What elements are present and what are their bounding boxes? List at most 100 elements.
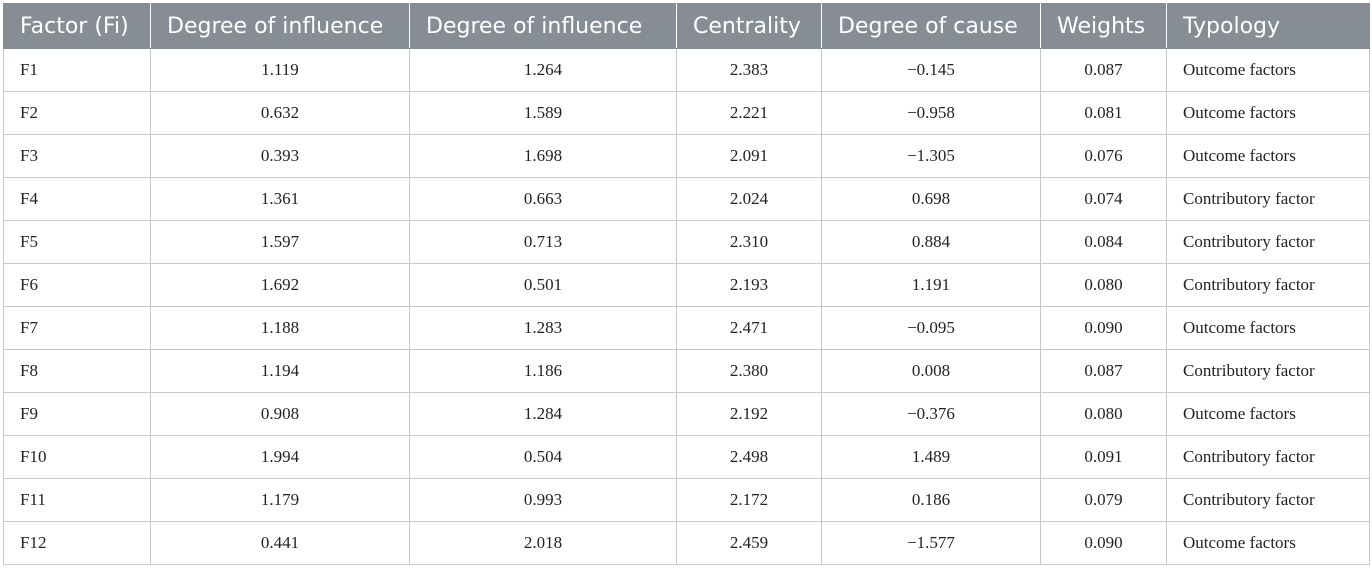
cell-influence-1: 0.908 [150,392,410,436]
table-row: F3 0.393 1.698 2.091 −1.305 0.076 Outcome fact… [3,134,1370,178]
cell-centrality: 2.193 [676,263,822,307]
cell-typology: Outcome factors [1166,91,1370,135]
cell-degree-of-cause: 0.884 [821,220,1041,264]
cell-weights: 0.080 [1040,263,1167,307]
cell-typology: Contributory factor [1166,349,1370,393]
table-row: F7 1.188 1.283 2.471 −0.095 0.090 Outcome fact… [3,306,1370,350]
cell-centrality: 2.498 [676,435,822,479]
table-row: F9 0.908 1.284 2.192 −0.376 0.080 Outcome fact… [3,392,1370,436]
cell-typology: Contributory factor [1166,263,1370,307]
cell-factor: F11 [3,478,151,522]
table-row: F10 1.994 0.504 2.498 1.489 0.091 Contributory… [3,435,1370,479]
cell-factor: F10 [3,435,151,479]
cell-typology: Outcome factors [1166,306,1370,350]
cell-influence-2: 0.501 [409,263,677,307]
cell-factor: F6 [3,263,151,307]
cell-influence-2: 0.993 [409,478,677,522]
cell-factor: F8 [3,349,151,393]
cell-centrality: 2.380 [676,349,822,393]
cell-factor: F7 [3,306,151,350]
table-row: F2 0.632 1.589 2.221 −0.958 0.081 Outcome fact… [3,91,1370,135]
table-row: F6 1.692 0.501 2.193 1.191 0.080 Contributory … [3,263,1370,307]
table-body: F1 1.119 1.264 2.383 −0.145 0.087 Outcome fact… [3,48,1370,565]
cell-typology: Outcome factors [1166,134,1370,178]
cell-centrality: 2.024 [676,177,822,221]
factor-table: Factor (Fi) Degree of influence Degree o… [3,3,1370,565]
cell-degree-of-cause: 0.186 [821,478,1041,522]
cell-centrality: 2.192 [676,392,822,436]
cell-typology: Outcome factors [1166,392,1370,436]
cell-weights: 0.084 [1040,220,1167,264]
cell-influence-2: 2.018 [409,521,677,565]
cell-weights: 0.081 [1040,91,1167,135]
cell-influence-2: 0.713 [409,220,677,264]
cell-centrality: 2.459 [676,521,822,565]
cell-degree-of-cause: −0.376 [821,392,1041,436]
cell-degree-of-cause: 1.191 [821,263,1041,307]
cell-factor: F4 [3,177,151,221]
cell-influence-2: 0.504 [409,435,677,479]
cell-influence-2: 1.283 [409,306,677,350]
cell-centrality: 2.221 [676,91,822,135]
cell-centrality: 2.471 [676,306,822,350]
cell-weights: 0.076 [1040,134,1167,178]
cell-typology: Contributory factor [1166,177,1370,221]
cell-degree-of-cause: 0.698 [821,177,1041,221]
cell-factor: F5 [3,220,151,264]
header-weights: Weights [1040,3,1167,49]
cell-typology: Outcome factors [1166,521,1370,565]
cell-influence-1: 0.632 [150,91,410,135]
cell-degree-of-cause: −1.577 [821,521,1041,565]
cell-influence-2: 1.698 [409,134,677,178]
table-row: F1 1.119 1.264 2.383 −0.145 0.087 Outcome fact… [3,48,1370,92]
factor-table-container: Factor (Fi) Degree of influence Degree o… [3,3,1370,565]
cell-typology: Contributory factor [1166,478,1370,522]
cell-weights: 0.087 [1040,349,1167,393]
table-row: F12 0.441 2.018 2.459 −1.577 0.090 Outcome fac… [3,521,1370,565]
cell-influence-2: 1.264 [409,48,677,92]
cell-influence-1: 1.994 [150,435,410,479]
cell-centrality: 2.310 [676,220,822,264]
header-typology: Typology [1166,3,1370,49]
cell-degree-of-cause: −1.305 [821,134,1041,178]
header-degree-of-influence-2: Degree of influence [409,3,677,49]
cell-weights: 0.090 [1040,306,1167,350]
cell-weights: 0.091 [1040,435,1167,479]
cell-influence-2: 1.284 [409,392,677,436]
header-row: Factor (Fi) Degree of influence Degree o… [3,3,1370,49]
table-row: F5 1.597 0.713 2.310 0.884 0.084 Contributory … [3,220,1370,264]
cell-centrality: 2.172 [676,478,822,522]
cell-typology: Outcome factors [1166,48,1370,92]
table-row: F8 1.194 1.186 2.380 0.008 0.087 Contributory … [3,349,1370,393]
cell-influence-1: 1.119 [150,48,410,92]
cell-influence-2: 0.663 [409,177,677,221]
cell-factor: F2 [3,91,151,135]
cell-influence-1: 1.188 [150,306,410,350]
cell-influence-1: 1.179 [150,478,410,522]
cell-influence-1: 0.393 [150,134,410,178]
cell-factor: F1 [3,48,151,92]
cell-weights: 0.080 [1040,392,1167,436]
cell-degree-of-cause: 1.489 [821,435,1041,479]
header-degree-of-influence: Degree of influence [150,3,410,49]
cell-weights: 0.090 [1040,521,1167,565]
cell-factor: F9 [3,392,151,436]
cell-centrality: 2.383 [676,48,822,92]
cell-influence-1: 1.361 [150,177,410,221]
cell-influence-1: 1.692 [150,263,410,307]
header-centrality: Centrality [676,3,822,49]
table-row: F11 1.179 0.993 2.172 0.186 0.079 Contributory… [3,478,1370,522]
cell-influence-1: 1.597 [150,220,410,264]
cell-factor: F3 [3,134,151,178]
cell-influence-1: 1.194 [150,349,410,393]
cell-degree-of-cause: −0.958 [821,91,1041,135]
cell-degree-of-cause: 0.008 [821,349,1041,393]
cell-influence-2: 1.186 [409,349,677,393]
cell-typology: Contributory factor [1166,220,1370,264]
cell-influence-2: 1.589 [409,91,677,135]
cell-degree-of-cause: −0.145 [821,48,1041,92]
cell-influence-1: 0.441 [150,521,410,565]
cell-factor: F12 [3,521,151,565]
cell-degree-of-cause: −0.095 [821,306,1041,350]
cell-weights: 0.074 [1040,177,1167,221]
